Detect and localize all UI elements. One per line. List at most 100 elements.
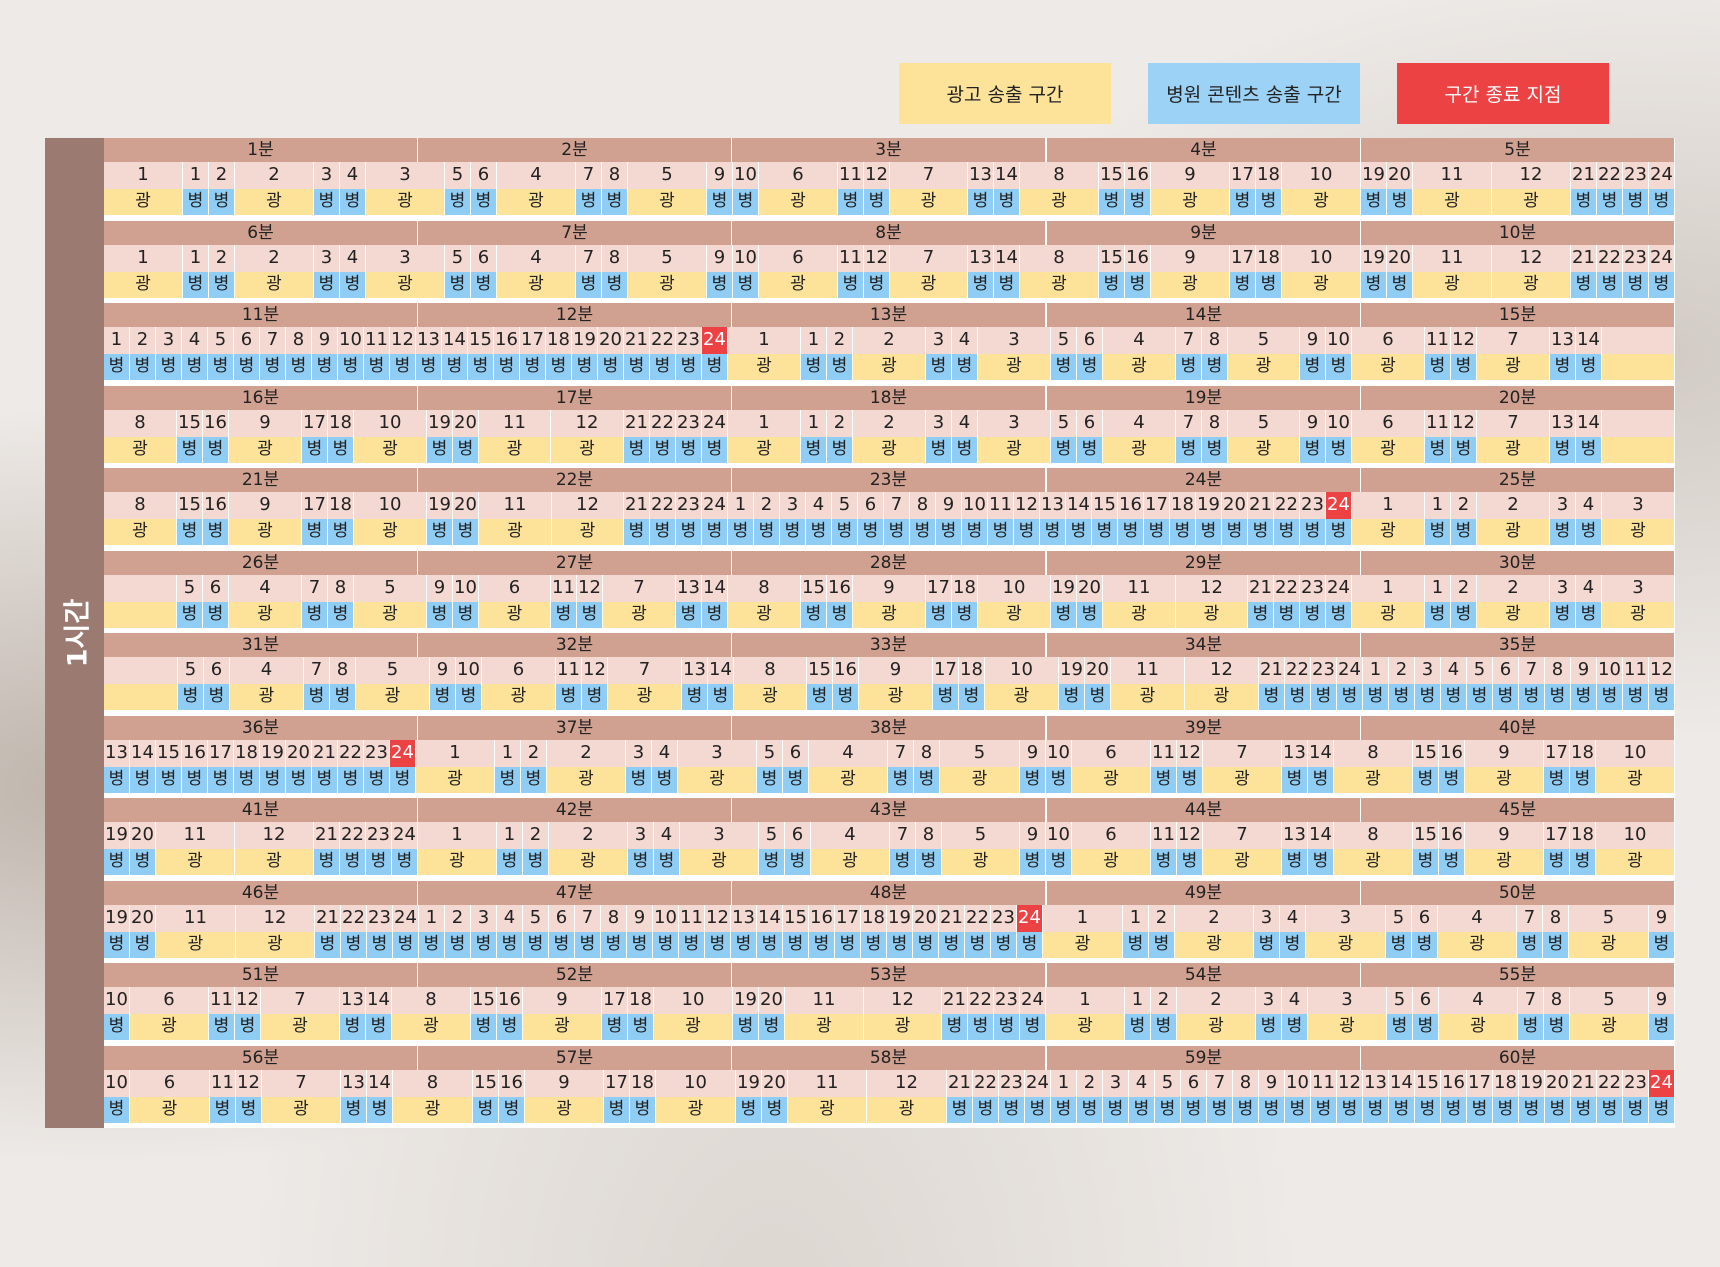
segment-number: 8 (330, 657, 356, 684)
hospital-segment-cell: 병 (1413, 1014, 1439, 1040)
hospital-segment-cell: 병 (1326, 354, 1352, 380)
segment-number: 1 (1352, 492, 1425, 519)
segment-number: 5 (1155, 1070, 1181, 1097)
segment-number: 5 (832, 492, 858, 519)
segment-number: 14 (367, 1070, 393, 1097)
segment-number: 23 (994, 987, 1020, 1014)
segment-number: 3 (780, 492, 806, 519)
segment-number: 11 (1151, 740, 1177, 767)
minute-header: 22분 (418, 468, 732, 492)
ad-segment-cell: 광 (785, 1014, 864, 1040)
minute-header: 9분 (1047, 221, 1361, 245)
segment-number: 16 (203, 410, 229, 437)
hospital-segment-cell: 병 (1326, 602, 1352, 628)
hospital-segment-cell: 병 (340, 272, 366, 298)
segment-number: 2 (1451, 492, 1477, 519)
minute-header: 19분 (1047, 386, 1361, 410)
segment-number: 1 (801, 410, 827, 437)
minute-header: 6분 (104, 221, 418, 245)
segment-number: 20 (1077, 575, 1103, 602)
hospital-segment-cell: 병 (577, 602, 603, 628)
hospital-segment-cell: 병 (827, 354, 853, 380)
segment-number: 15 (1099, 245, 1125, 272)
hospital-segment-cell: 병 (1326, 519, 1352, 545)
segment-number: 20 (1387, 162, 1413, 189)
hospital-segment-cell: 병 (624, 437, 650, 463)
segment-number: 13 (1363, 1070, 1389, 1097)
segment-number: 24 (393, 905, 419, 932)
segment-number: 15 (1415, 1070, 1441, 1097)
segment-number: 14 (757, 905, 783, 932)
minute-header: 4분 (1047, 138, 1361, 162)
hospital-segment-cell: 병 (1425, 519, 1451, 545)
segment-number: 18 (328, 492, 354, 519)
segment-number: 5 (1387, 987, 1413, 1014)
hospital-segment-cell: 병 (1300, 602, 1326, 628)
hospital-segment-cell: 병 (1259, 684, 1285, 710)
hospital-segment-cell: 병 (1077, 437, 1103, 463)
hospital-segment-cell: 병 (827, 602, 853, 628)
ad-segment-cell: 광 (393, 1097, 473, 1123)
segment-number: 11 (785, 987, 864, 1014)
segment-number: 21 (1571, 1070, 1597, 1097)
hospital-segment-cell: 병 (626, 767, 652, 793)
segment-number: 9 (1571, 657, 1597, 684)
minute-header: 14분 (1047, 303, 1361, 327)
hospital-segment-cell: 병 (1386, 932, 1412, 958)
segment-number: 12 (1185, 657, 1259, 684)
hospital-segment-cell: 병 (523, 849, 549, 875)
segment-number: 20 (130, 822, 156, 849)
hospital-segment-cell: 병 (702, 437, 728, 463)
segment-number: 9 (1300, 327, 1326, 354)
segment-number: 4 (952, 410, 978, 437)
hospital-segment-cell: 병 (104, 1014, 130, 1040)
segment-number: 19 (1361, 162, 1387, 189)
segment-number: 15 (177, 410, 203, 437)
segment-number: 3 (1602, 492, 1675, 519)
hour-label: 1시간 (62, 598, 93, 668)
hospital-segment-cell: 병 (497, 849, 523, 875)
hospital-segment-cell: 병 (130, 767, 156, 793)
hospital-segment-cell: 병 (783, 767, 809, 793)
segment-number: 9 (1465, 740, 1544, 767)
hospital-segment-cell: 병 (1020, 767, 1046, 793)
segment-number: 11 (1413, 162, 1492, 189)
segment-number: 3 (156, 327, 182, 354)
segment-number: 3 (1306, 905, 1386, 932)
hospital-segment-cell: 병 (1451, 354, 1477, 380)
segment-number: 6 (1072, 822, 1151, 849)
hospital-segment-cell: 병 (572, 354, 598, 380)
segment-number: 18 (1256, 162, 1282, 189)
hospital-segment-cell: 병 (235, 1014, 261, 1040)
segment-number: 23 (999, 1070, 1025, 1097)
hospital-segment-cell: 병 (1623, 189, 1649, 215)
segment-number: 21 (314, 822, 340, 849)
hospital-segment-cell: 병 (130, 932, 156, 958)
hospital-segment-cell: 병 (575, 932, 601, 958)
segment-number: 20 (913, 905, 939, 932)
hospital-segment-cell: 병 (177, 437, 203, 463)
hospital-segment-cell: 병 (546, 354, 572, 380)
segment-number: 23 (364, 740, 390, 767)
minute-header: 53분 (732, 963, 1046, 987)
segment-number: 4 (497, 245, 576, 272)
hospital-segment-cell: 병 (1059, 684, 1085, 710)
ad-segment-cell: 광 (356, 684, 430, 710)
minute-header: 59분 (1047, 1046, 1361, 1070)
hospital-segment-cell: 병 (1439, 849, 1465, 875)
segment-number: 2 (853, 327, 926, 354)
segment-number: 22 (1597, 162, 1623, 189)
segment-number: 22 (1285, 657, 1311, 684)
ad-segment-cell: 광 (1151, 272, 1230, 298)
segment-number: 2 (235, 162, 314, 189)
segment-number: 11 (479, 492, 552, 519)
segment-number: 15 (807, 657, 833, 684)
hospital-segment-cell: 병 (1144, 519, 1170, 545)
hospital-segment-cell: 병 (471, 272, 497, 298)
hospital-segment-cell: 병 (1118, 519, 1144, 545)
minute-header: 51분 (104, 963, 418, 987)
hospital-segment-cell: 병 (968, 272, 994, 298)
minute-header: 58분 (732, 1046, 1046, 1070)
segment-number: 11 (988, 492, 1014, 519)
segment-number: 24 (702, 410, 728, 437)
